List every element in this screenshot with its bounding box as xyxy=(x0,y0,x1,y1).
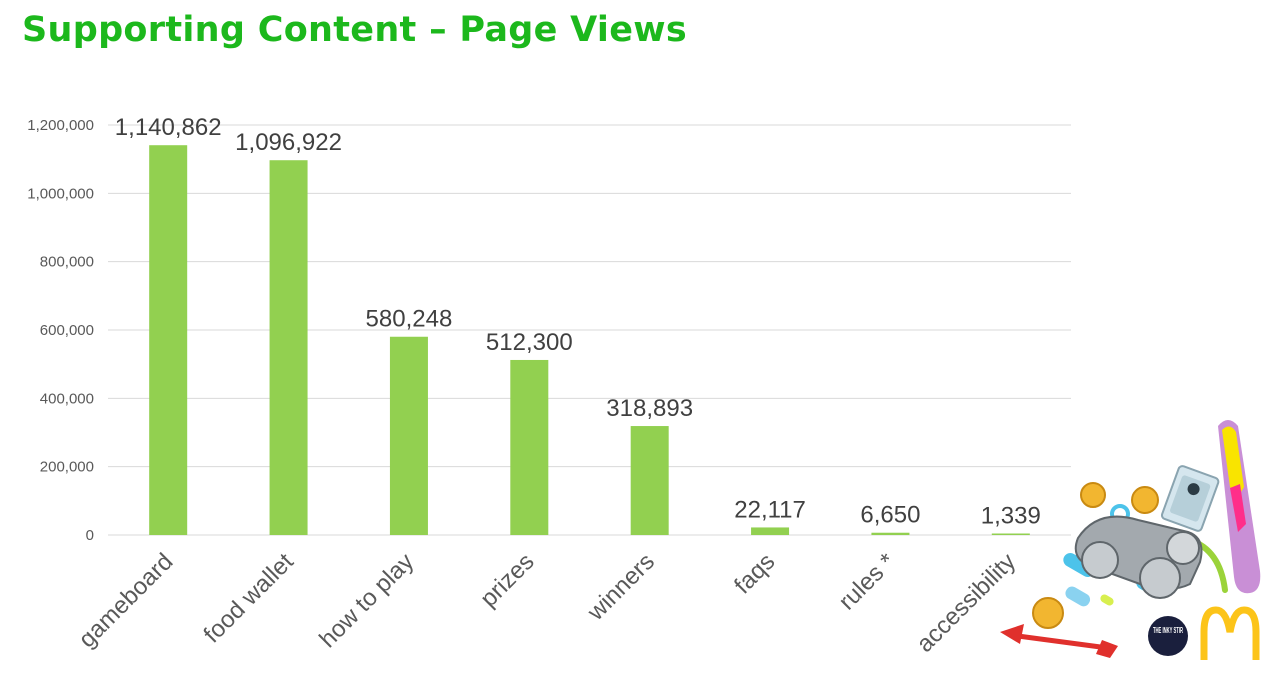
bar-how-to-play xyxy=(389,336,428,535)
bar-food-wallet xyxy=(269,160,308,535)
bar-gameboard xyxy=(149,145,188,535)
data-label: 22,117 xyxy=(734,496,806,523)
data-label: 1,140,862 xyxy=(115,114,222,141)
x-axis: gameboard food wallet how to play prizes win… xyxy=(73,548,1021,658)
bar-winners xyxy=(630,426,669,535)
money-bill-icon xyxy=(1160,465,1220,532)
bar-faqs xyxy=(751,527,790,535)
y-tick-label: 600,000 xyxy=(40,322,94,339)
x-tick-label: food wallet xyxy=(199,548,299,648)
gold-coin-icon xyxy=(1032,482,1159,629)
data-label: 1,339 xyxy=(981,503,1041,530)
data-label: 580,248 xyxy=(366,306,453,333)
y-axis: 0 200,000 400,000 600,000 800,000 1,000,000 1,… xyxy=(27,117,94,544)
data-label: 1,096,922 xyxy=(235,129,342,156)
x-tick-label: prizes xyxy=(475,548,539,612)
y-tick-label: 200,000 xyxy=(40,459,94,476)
y-tick-label: 1,000,000 xyxy=(27,185,94,202)
bar-prizes xyxy=(510,359,549,535)
bar-rules xyxy=(871,532,910,535)
y-tick-label: 800,000 xyxy=(40,254,94,271)
data-label: 6,650 xyxy=(860,502,920,529)
y-tick-label: 400,000 xyxy=(40,390,94,407)
bars xyxy=(149,145,1030,535)
data-label: 512,300 xyxy=(486,329,573,356)
x-tick-label: how to play xyxy=(314,548,419,653)
logo-text: THE INKY STIR xyxy=(1153,626,1183,635)
data-label: 318,893 xyxy=(606,395,693,422)
x-tick-label: rules * xyxy=(833,548,900,615)
monopoly-car-icon xyxy=(1074,515,1203,599)
y-tick-label: 0 xyxy=(86,527,94,544)
bar-accessibility xyxy=(991,533,1030,535)
data-labels: 1,140,862 1,096,922 580,248 512,300 318,893 2… xyxy=(115,114,1041,529)
x-tick-label: gameboard xyxy=(73,548,178,653)
promo-decoration: THE INKY STIR xyxy=(1000,420,1261,660)
y-tick-label: 1,200,000 xyxy=(27,117,94,134)
slide-title: Supporting Content – Page Views xyxy=(22,10,688,50)
x-tick-label: winners xyxy=(582,548,660,626)
x-tick-label: faqs xyxy=(729,548,780,599)
inky-stir-logo: THE INKY STIR xyxy=(1148,616,1188,656)
pink-streak-icon xyxy=(1218,420,1261,594)
red-arrow-icon xyxy=(1000,624,1118,658)
gridlines xyxy=(108,124,1071,536)
golden-arches-logo xyxy=(1200,606,1260,660)
